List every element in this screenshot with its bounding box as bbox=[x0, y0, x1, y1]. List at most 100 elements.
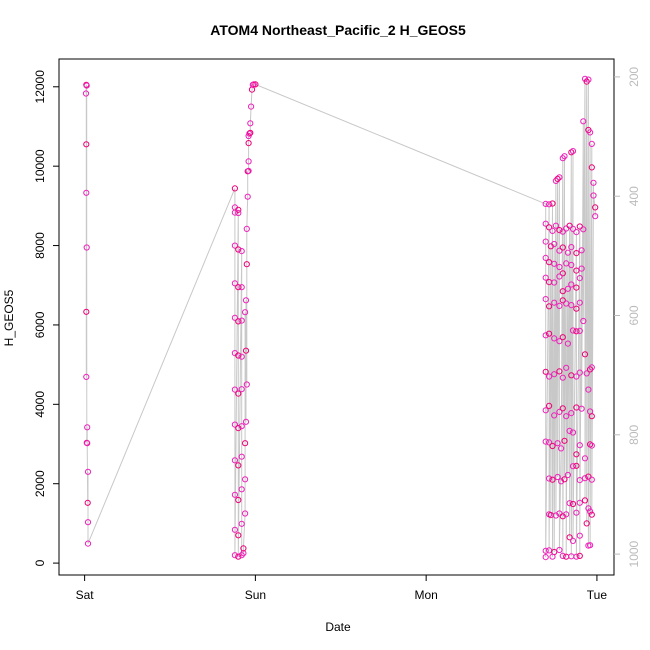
data-point bbox=[242, 440, 249, 447]
data-point bbox=[246, 130, 253, 137]
data-point bbox=[559, 244, 566, 251]
y-tick-label: 6000 bbox=[33, 311, 47, 338]
data-point bbox=[252, 81, 259, 88]
data-point bbox=[585, 76, 592, 83]
data-point bbox=[542, 296, 549, 303]
data-point bbox=[576, 299, 583, 306]
data-point bbox=[551, 279, 558, 286]
x-tick-label: Mon bbox=[414, 588, 437, 602]
right-tick-label: 200 bbox=[627, 67, 641, 87]
data-point bbox=[247, 129, 254, 136]
data-point bbox=[238, 423, 245, 430]
data-point bbox=[556, 368, 563, 375]
data-point bbox=[569, 500, 577, 508]
data-point bbox=[231, 457, 238, 464]
data-point bbox=[84, 468, 92, 475]
y-axis-label: H_GEOS5 bbox=[2, 289, 16, 346]
data-point bbox=[84, 540, 92, 547]
data-point bbox=[568, 261, 575, 269]
data-point bbox=[576, 499, 583, 506]
data-point bbox=[587, 508, 594, 515]
data-point bbox=[566, 534, 573, 541]
data-point bbox=[554, 473, 561, 481]
data-point bbox=[238, 486, 245, 493]
data-point bbox=[549, 553, 556, 560]
data-point bbox=[546, 373, 553, 380]
chart-title: ATOM4 Northeast_Pacific_2 H_GEOS5 bbox=[210, 22, 466, 38]
data-point bbox=[573, 267, 580, 274]
data-point bbox=[244, 193, 251, 200]
data-point bbox=[238, 284, 245, 291]
data-point bbox=[559, 270, 566, 277]
data-point bbox=[551, 240, 558, 248]
data-point bbox=[561, 476, 568, 483]
y-axis: 0 2000 4000 6000 8000 10000 12000 bbox=[33, 70, 59, 566]
data-point bbox=[83, 189, 90, 196]
data-point bbox=[238, 248, 245, 255]
data-point bbox=[242, 418, 250, 425]
y-tick-label: 8000 bbox=[33, 232, 47, 259]
profile-line-layer bbox=[85, 78, 596, 558]
data-point bbox=[235, 284, 242, 291]
data-point bbox=[576, 275, 583, 282]
right-tick-label: 600 bbox=[627, 305, 641, 325]
data-point bbox=[592, 204, 599, 211]
data-point bbox=[578, 265, 585, 272]
data-point bbox=[245, 158, 252, 165]
data-point bbox=[564, 340, 572, 347]
data-point bbox=[556, 408, 563, 415]
data-point bbox=[84, 424, 91, 431]
data-point bbox=[573, 305, 580, 312]
data-point bbox=[581, 475, 589, 482]
data-point bbox=[231, 491, 238, 498]
data-point bbox=[556, 174, 563, 181]
data-point bbox=[564, 285, 572, 292]
data-point bbox=[580, 118, 587, 125]
x-tick-label: Sat bbox=[76, 588, 95, 602]
data-point bbox=[578, 405, 585, 412]
data-point bbox=[235, 390, 242, 397]
data-point bbox=[559, 297, 566, 304]
data-point bbox=[552, 222, 560, 229]
data-point bbox=[588, 164, 595, 171]
data-point bbox=[566, 427, 573, 434]
data-point bbox=[568, 281, 575, 288]
data-point bbox=[231, 242, 238, 249]
data-point bbox=[546, 439, 553, 446]
data-point bbox=[549, 476, 556, 483]
data-point bbox=[542, 438, 549, 445]
data-point bbox=[585, 386, 592, 393]
data-point bbox=[556, 227, 563, 234]
data-point bbox=[588, 511, 595, 518]
data-point bbox=[549, 227, 556, 234]
data-point bbox=[573, 284, 580, 291]
data-point bbox=[559, 513, 566, 520]
data-point bbox=[235, 496, 242, 504]
y-tick-label: 12000 bbox=[33, 70, 47, 104]
data-point bbox=[83, 244, 90, 251]
data-point bbox=[542, 254, 549, 261]
data-point bbox=[248, 103, 255, 110]
data-point bbox=[558, 445, 565, 452]
data-point bbox=[240, 545, 247, 552]
data-point bbox=[583, 370, 590, 377]
data-point bbox=[542, 554, 549, 561]
data-point bbox=[245, 167, 252, 174]
y-tick-label: 2000 bbox=[33, 470, 47, 497]
data-point bbox=[551, 260, 558, 267]
data-point bbox=[573, 328, 580, 335]
data-point bbox=[242, 347, 250, 354]
data-points bbox=[82, 75, 599, 561]
data-point bbox=[247, 120, 254, 127]
right-axis: 200 400 600 800 1000 bbox=[614, 67, 641, 567]
data-point bbox=[566, 222, 573, 229]
data-point bbox=[592, 213, 599, 220]
data-point bbox=[542, 200, 549, 207]
data-point bbox=[585, 473, 592, 480]
data-point bbox=[235, 532, 242, 539]
data-point bbox=[564, 249, 572, 256]
data-point bbox=[568, 149, 575, 156]
data-point bbox=[542, 238, 549, 245]
data-point bbox=[551, 412, 558, 419]
